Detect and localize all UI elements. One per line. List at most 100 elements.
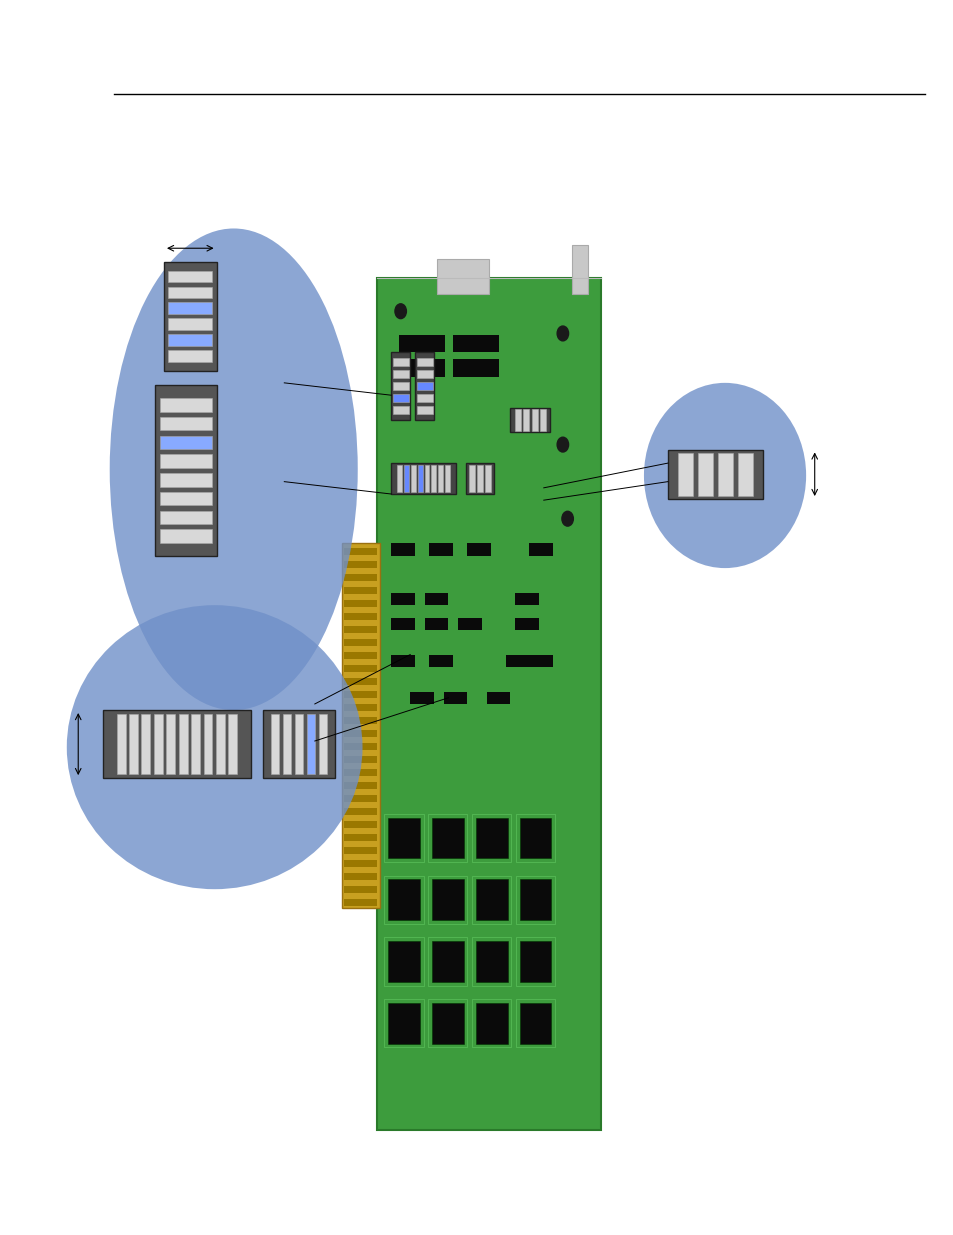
Bar — [344, 574, 376, 582]
Bar — [344, 692, 376, 698]
Bar — [384, 814, 423, 862]
Bar — [168, 319, 213, 330]
Bar — [476, 1003, 507, 1044]
Bar — [393, 394, 408, 403]
Bar — [344, 652, 376, 659]
Bar — [344, 835, 376, 841]
Bar — [307, 714, 315, 774]
Bar — [519, 879, 551, 920]
Bar — [388, 941, 419, 982]
Bar — [129, 714, 138, 774]
Bar — [472, 937, 511, 986]
Bar — [476, 879, 507, 920]
Bar — [472, 876, 511, 924]
Bar — [476, 466, 482, 493]
Bar — [344, 769, 376, 777]
Bar — [344, 861, 376, 867]
Bar — [159, 398, 212, 411]
Bar — [391, 352, 410, 420]
Bar — [215, 714, 225, 774]
Bar — [522, 409, 529, 431]
Bar — [429, 543, 453, 556]
Bar — [431, 466, 436, 493]
Bar — [393, 405, 408, 414]
Bar — [432, 1003, 463, 1044]
Bar — [465, 463, 494, 494]
Bar — [416, 369, 432, 378]
Bar — [428, 937, 467, 986]
Bar — [410, 692, 434, 704]
Bar — [519, 1003, 551, 1044]
Bar — [415, 352, 434, 420]
Bar — [424, 618, 448, 630]
Bar — [416, 405, 432, 414]
Bar — [344, 899, 376, 906]
Bar — [516, 999, 555, 1047]
Circle shape — [561, 511, 573, 526]
Bar — [159, 492, 212, 505]
Bar — [539, 409, 545, 431]
Bar — [510, 408, 550, 432]
Bar — [159, 510, 212, 524]
Bar — [469, 466, 475, 493]
Bar — [391, 593, 415, 605]
Bar — [436, 259, 489, 294]
Bar — [344, 548, 376, 556]
Ellipse shape — [67, 605, 362, 889]
Bar — [164, 262, 216, 370]
Bar — [103, 710, 251, 778]
Bar — [344, 887, 376, 893]
Bar — [698, 452, 712, 496]
Bar — [396, 466, 402, 493]
Bar — [191, 714, 200, 774]
Bar — [159, 454, 212, 468]
Bar — [263, 710, 335, 778]
Bar — [505, 655, 529, 667]
Bar — [476, 818, 507, 858]
Bar — [228, 714, 237, 774]
Bar — [457, 618, 481, 630]
Bar — [678, 452, 692, 496]
Bar — [376, 278, 600, 1130]
Bar — [429, 655, 453, 667]
Bar — [444, 466, 450, 493]
Ellipse shape — [643, 383, 805, 568]
Bar — [341, 543, 379, 908]
Bar — [344, 666, 376, 672]
Bar — [294, 714, 303, 774]
Bar — [344, 600, 376, 608]
Bar — [424, 466, 429, 493]
Bar — [519, 818, 551, 858]
Bar — [393, 369, 408, 378]
Bar — [168, 335, 213, 346]
Bar — [153, 714, 163, 774]
Bar — [411, 466, 416, 493]
Bar — [344, 561, 376, 568]
Bar — [391, 463, 456, 494]
Bar — [344, 613, 376, 620]
Bar — [391, 543, 415, 556]
Bar — [159, 473, 212, 487]
Bar — [159, 417, 212, 431]
Bar — [424, 593, 448, 605]
Bar — [344, 678, 376, 685]
Bar — [519, 941, 551, 982]
Bar — [166, 714, 175, 774]
Bar — [271, 714, 279, 774]
Bar — [484, 466, 490, 493]
Bar — [416, 394, 432, 403]
Bar — [516, 937, 555, 986]
Bar — [282, 714, 291, 774]
Bar — [388, 879, 419, 920]
Bar — [398, 335, 444, 352]
Bar — [516, 876, 555, 924]
Bar — [384, 999, 423, 1047]
Circle shape — [557, 437, 568, 452]
Bar — [416, 382, 432, 390]
Bar — [529, 543, 553, 556]
Bar — [384, 937, 423, 986]
Bar — [391, 655, 415, 667]
Bar — [398, 359, 444, 377]
Bar — [168, 270, 213, 282]
Bar — [428, 999, 467, 1047]
